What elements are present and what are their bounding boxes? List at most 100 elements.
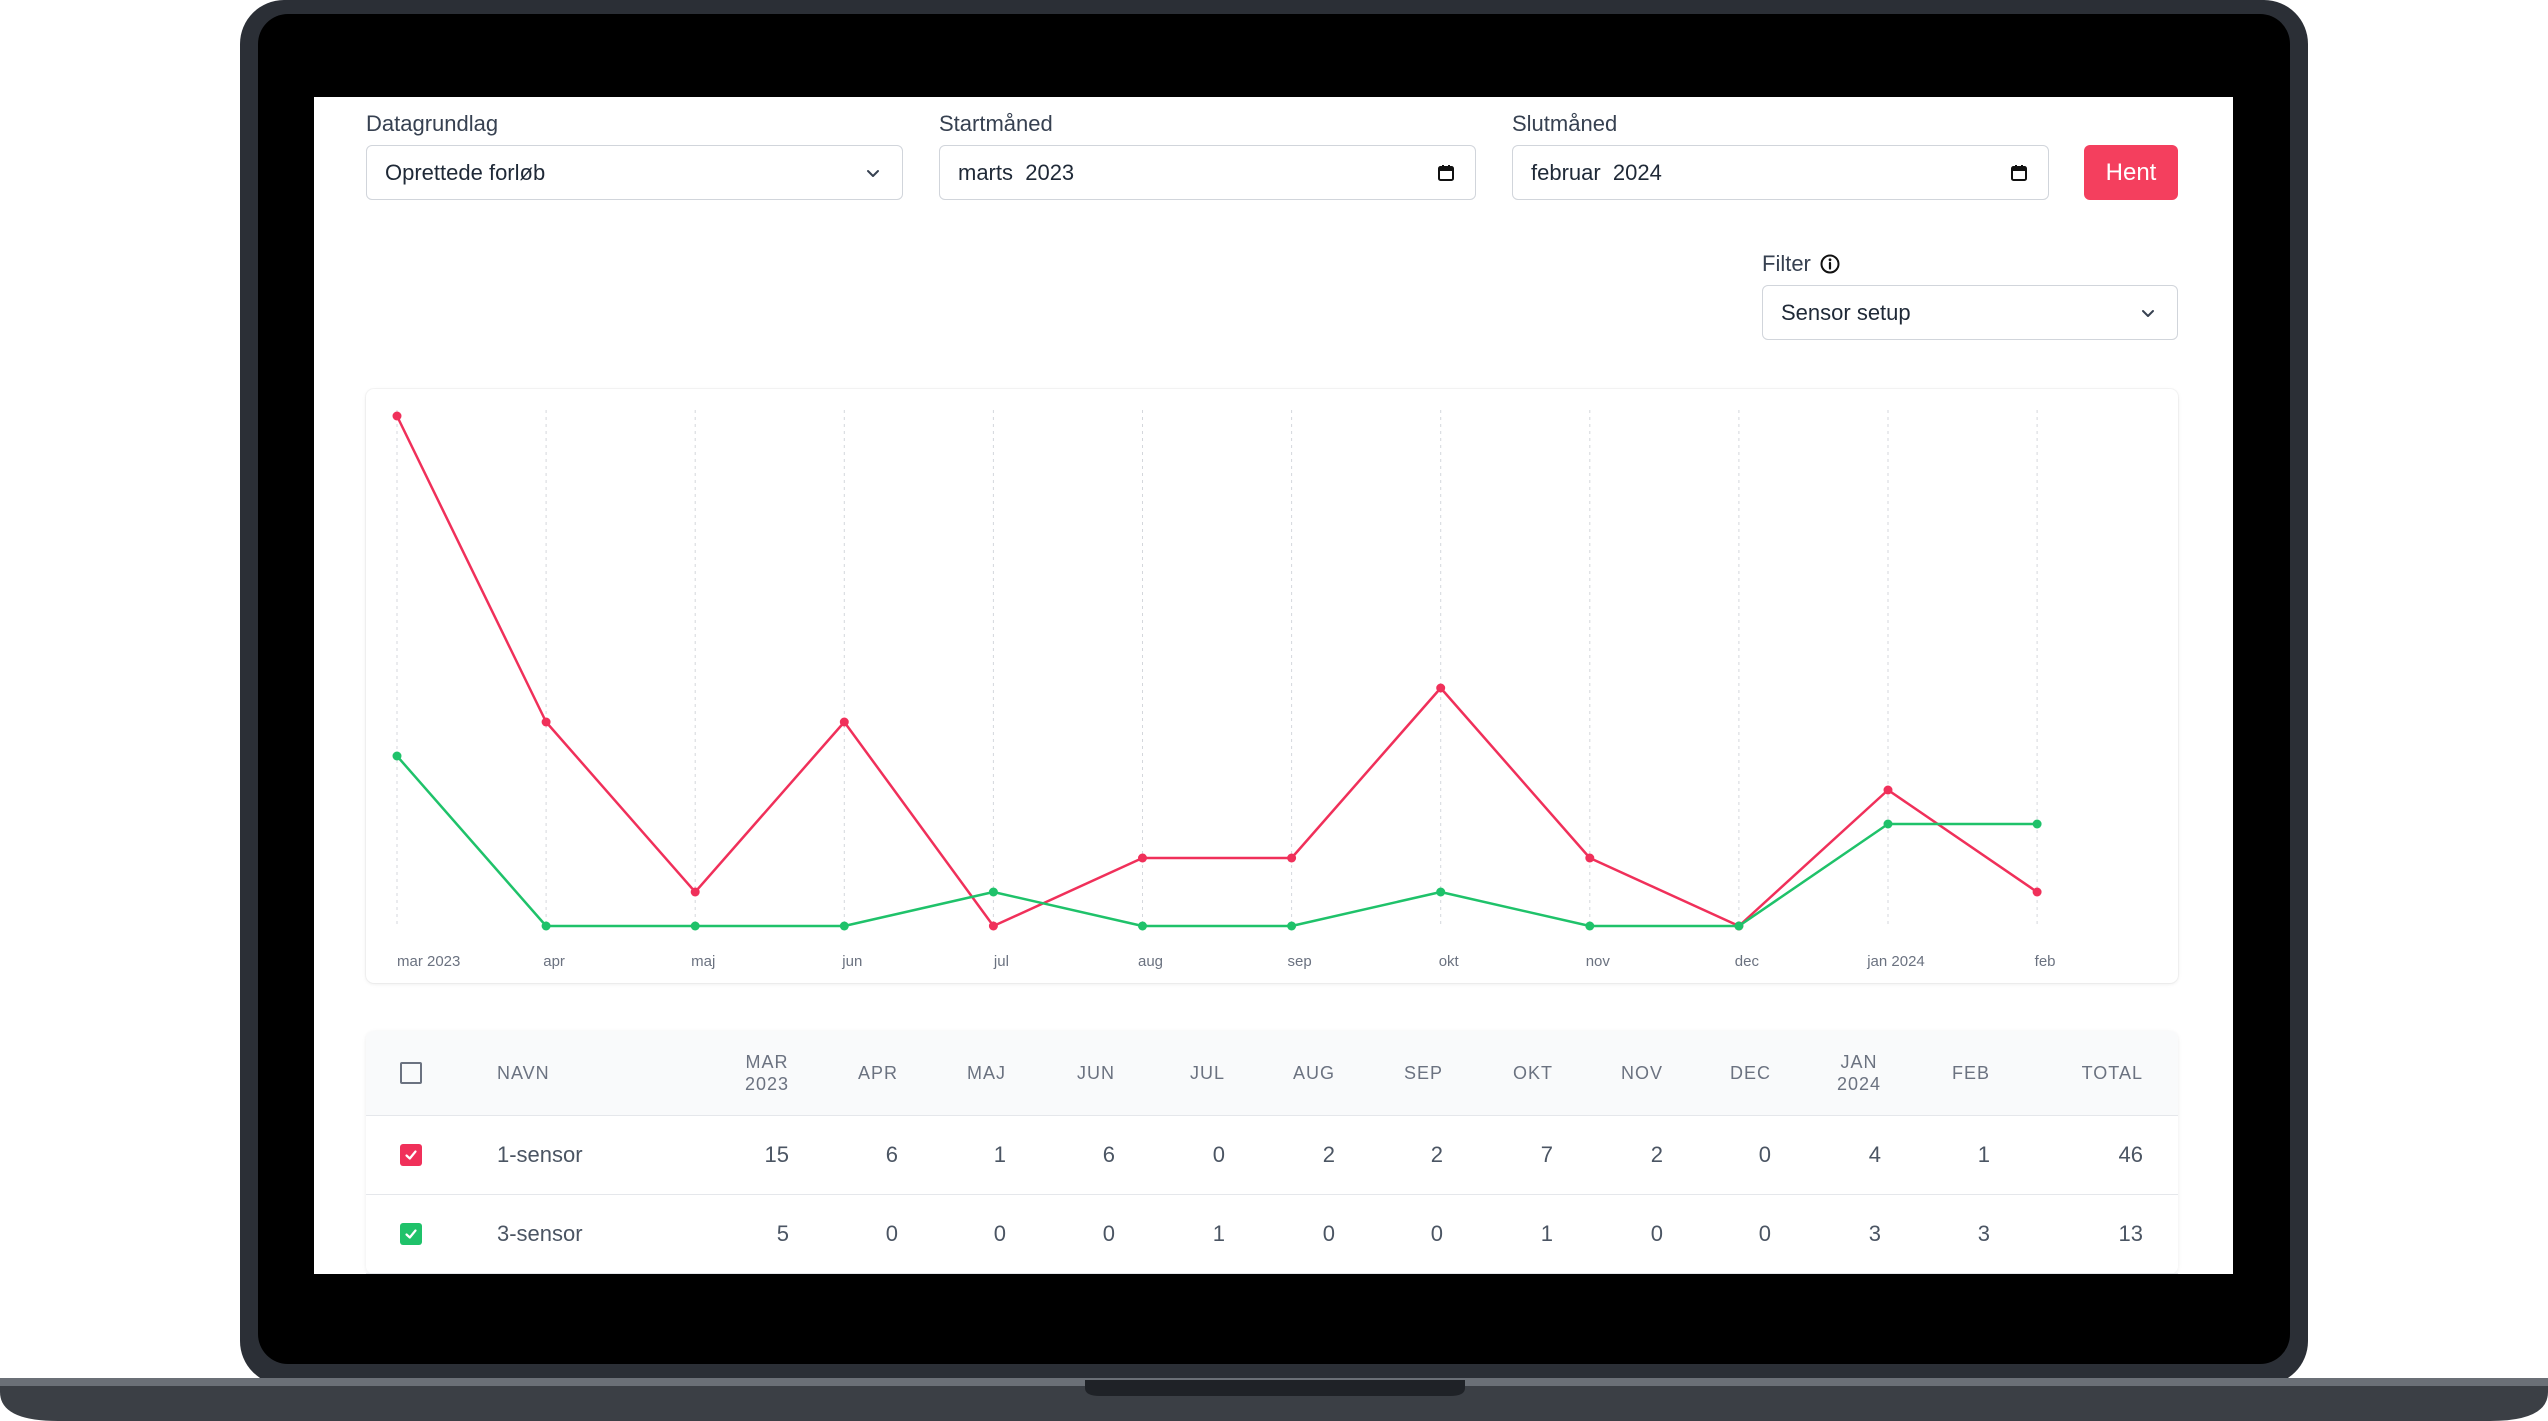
column-header[interactable]: DEC <box>1730 1031 1771 1115</box>
column-header[interactable]: AUG <box>1293 1031 1335 1115</box>
row-value: 0 <box>1322 1221 1335 1246</box>
series-line-3-sensor <box>396 755 2038 928</box>
data-point[interactable] <box>392 751 402 761</box>
data-point[interactable] <box>988 921 998 931</box>
column-header-line: OKT <box>1512 1063 1553 1083</box>
x-tick-label: maj <box>691 953 715 970</box>
table-body: 1-sensor 15 6 1 6 0 2 2 7 2 0 4 1 46 3-sensor 5 0 0 0 1 0 0 1 0… <box>366 1116 2178 1274</box>
filter-select[interactable]: Sensor setup <box>1762 285 2178 340</box>
data-point[interactable] <box>839 717 849 727</box>
data-point[interactable] <box>392 411 402 421</box>
x-tick-label: sep <box>1288 953 1312 970</box>
data-point[interactable] <box>1287 921 1297 931</box>
row-name: 3-sensor <box>497 1221 583 1246</box>
x-tick-label: jul <box>993 953 1009 970</box>
row-select-cell <box>400 1116 422 1194</box>
column-header[interactable]: APR <box>858 1031 898 1115</box>
column-header-line: FEB <box>1951 1063 1990 1083</box>
column-header[interactable]: JUN <box>1077 1031 1115 1115</box>
table-row[interactable]: 3-sensor 5 0 0 0 1 0 0 1 0 0 3 3 13 <box>366 1195 2178 1274</box>
data-point[interactable] <box>1585 921 1595 931</box>
column-header-line: 2023 <box>744 1074 789 1094</box>
column-header[interactable]: NAVN <box>497 1031 550 1115</box>
datagrundlag-value: Oprettede forløb <box>385 159 546 185</box>
data-point[interactable] <box>690 921 700 931</box>
data-point[interactable] <box>1436 683 1446 693</box>
column-header-label: JUN <box>1077 1062 1115 1084</box>
check-icon <box>405 1229 417 1239</box>
data-point[interactable] <box>1138 921 1147 931</box>
datagrundlag-select[interactable]: Oprettede forløb <box>366 145 903 200</box>
data-table: NAVN MAR 2023 APR MAJ JUN JUL AUG SEP OKT NOV DEC JA… <box>366 1031 2178 1274</box>
x-tick-label: jun <box>841 953 862 970</box>
data-point[interactable] <box>839 921 849 931</box>
chart-card: mar 2023 apr maj jun jul aug sep okt nov dec jan 2… <box>366 389 2178 983</box>
data-point[interactable] <box>541 921 551 931</box>
column-header-line: TOTAL <box>2081 1063 2143 1083</box>
row-value: 1 <box>1977 1142 1990 1167</box>
table-row[interactable]: 1-sensor 15 6 1 6 0 2 2 7 2 0 4 1 46 <box>366 1116 2178 1195</box>
calendar-icon[interactable] <box>2008 162 2030 184</box>
row-checkbox[interactable] <box>400 1144 422 1166</box>
data-point[interactable] <box>1138 853 1147 863</box>
row-value: 1 <box>1212 1221 1225 1246</box>
row-value: 4 <box>1868 1142 1881 1167</box>
column-header[interactable]: SEP <box>1404 1031 1443 1115</box>
filter-label: Filter <box>1762 251 1811 276</box>
column-header-label: AUG <box>1293 1062 1335 1084</box>
slutmaaned-input[interactable]: februar 2024 <box>1512 145 2049 200</box>
hent-button[interactable]: Hent <box>2084 145 2178 200</box>
column-header[interactable]: MAR 2023 <box>745 1031 789 1115</box>
column-header[interactable]: OKT <box>1513 1031 1553 1115</box>
column-header-line: JUN <box>1077 1063 1115 1083</box>
x-tick-label: aug <box>1138 953 1163 970</box>
select-all-checkbox[interactable] <box>400 1062 422 1084</box>
filter-value: Sensor setup <box>1781 299 1911 325</box>
data-point[interactable] <box>988 887 998 897</box>
row-value: 3 <box>1868 1221 1881 1246</box>
row-value: 0 <box>1430 1221 1443 1246</box>
column-header[interactable]: MAJ <box>967 1031 1006 1115</box>
data-point[interactable] <box>690 887 700 897</box>
column-header-line: NOV <box>1620 1063 1663 1083</box>
column-header-label: DEC <box>1730 1062 1771 1084</box>
info-icon[interactable] <box>1819 253 1841 275</box>
row-value: 0 <box>885 1221 898 1246</box>
data-point[interactable] <box>1436 887 1446 897</box>
data-point[interactable] <box>1883 819 1893 829</box>
chevron-down-icon <box>862 162 884 184</box>
row-value: 3 <box>1977 1221 1990 1246</box>
column-header-line: MAR <box>745 1052 789 1072</box>
column-header-label: MAJ <box>967 1062 1006 1084</box>
table-header-row: NAVN MAR 2023 APR MAJ JUN JUL AUG SEP OKT NOV DEC JA… <box>366 1031 2178 1116</box>
column-header-line: JUL <box>1189 1063 1225 1083</box>
data-point[interactable] <box>1734 921 1744 931</box>
data-point[interactable] <box>1287 853 1297 863</box>
row-checkbox[interactable] <box>400 1223 422 1245</box>
data-point[interactable] <box>2032 819 2042 829</box>
row-value: 1 <box>1540 1221 1553 1246</box>
row-value: 0 <box>1102 1221 1115 1246</box>
column-header-label: TOTAL <box>2082 1062 2143 1084</box>
row-value: 5 <box>776 1221 789 1246</box>
data-point[interactable] <box>541 717 551 727</box>
column-header[interactable]: JAN 2024 <box>1837 1031 1881 1115</box>
startmaaned-input[interactable]: marts 2023 <box>939 145 1476 200</box>
data-point[interactable] <box>2032 887 2042 897</box>
row-value: 2 <box>1322 1142 1335 1167</box>
column-header[interactable]: TOTAL <box>2082 1031 2143 1115</box>
datagrundlag-label: Datagrundlag <box>366 111 499 136</box>
column-header[interactable]: FEB <box>1952 1031 1990 1115</box>
data-point[interactable] <box>1585 853 1595 863</box>
row-value: 15 <box>764 1142 789 1167</box>
data-point[interactable] <box>1883 785 1893 795</box>
column-header[interactable]: NOV <box>1621 1031 1663 1115</box>
calendar-icon[interactable] <box>1435 162 1457 184</box>
row-value: 0 <box>1650 1221 1663 1246</box>
column-header-line: MAJ <box>967 1063 1006 1083</box>
x-tick-label: feb <box>2035 953 2056 970</box>
column-header[interactable]: JUL <box>1190 1031 1225 1115</box>
row-value: 0 <box>1758 1142 1771 1167</box>
row-total: 46 <box>2118 1142 2143 1167</box>
row-value: 7 <box>1540 1142 1553 1167</box>
